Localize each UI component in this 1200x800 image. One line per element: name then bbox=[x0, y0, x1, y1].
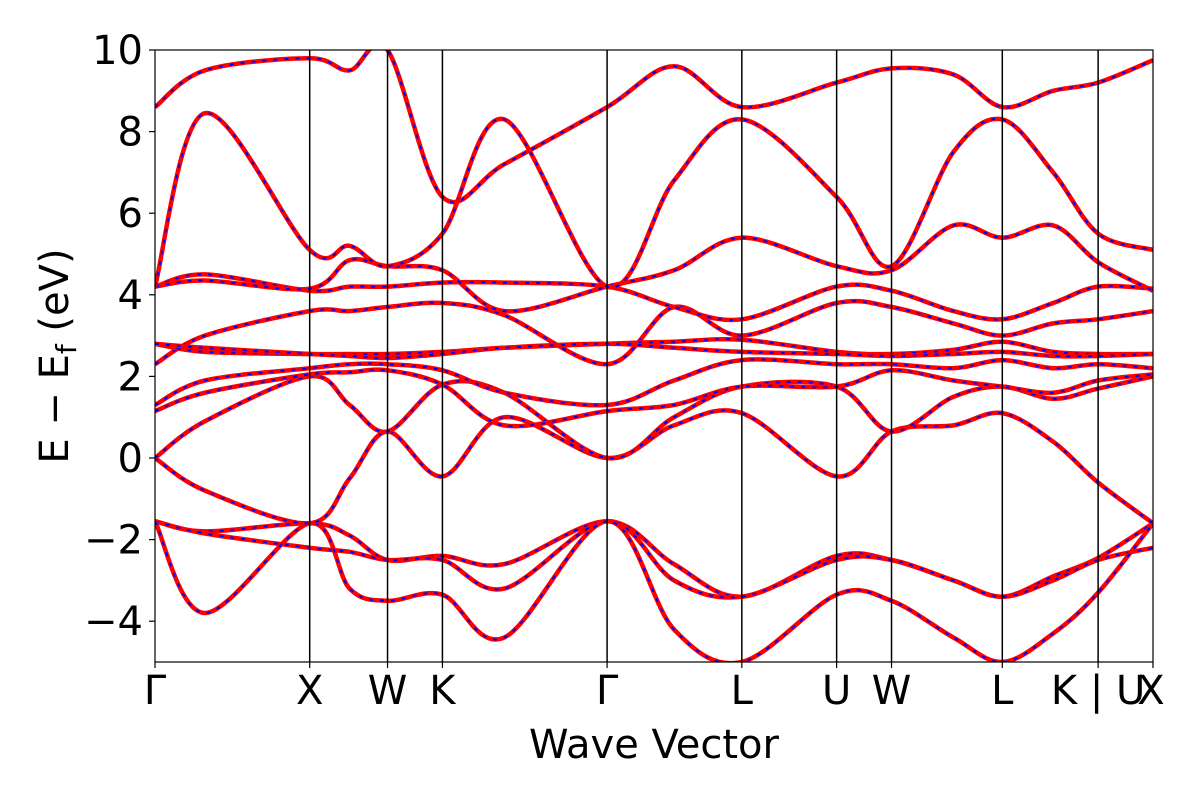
band-line-dashed-13 bbox=[155, 112, 1153, 289]
y-axis-title-unit: (eV) bbox=[32, 248, 78, 344]
x-tick-label-3: W bbox=[368, 668, 408, 714]
band-line-dashed-3 bbox=[155, 520, 1153, 662]
y-axis-ticks: 10 8 6 4 2 0 −2 −4 bbox=[84, 28, 155, 645]
x-tick-label-5: Γ bbox=[596, 668, 619, 714]
y-tick-label-4: 4 bbox=[118, 273, 143, 319]
x-tick-label-2: X bbox=[296, 668, 323, 714]
band-line-dashed-12 bbox=[155, 223, 1153, 313]
band-line-2 bbox=[155, 518, 1153, 600]
x-axis-title: Wave Vector bbox=[529, 722, 780, 768]
y-tick-label-2: 8 bbox=[118, 110, 143, 156]
band-line-10 bbox=[155, 341, 1153, 361]
band-line-11 bbox=[155, 272, 1153, 323]
x-tick-label-8: W bbox=[872, 668, 912, 714]
x-tick-label-1: Γ bbox=[144, 668, 167, 714]
x-tick-label-4: K bbox=[429, 668, 457, 714]
band-line-dashed-7 bbox=[155, 358, 1153, 407]
band-line-dashed-4 bbox=[155, 409, 1153, 525]
band-line-dashed-6 bbox=[155, 368, 1153, 428]
y-tick-label-7: −2 bbox=[84, 518, 143, 564]
plot-frame bbox=[154, 49, 1154, 663]
band-line-14 bbox=[155, 50, 1153, 205]
band-line-dashed-14 bbox=[155, 50, 1153, 204]
y-axis-title-main: E − E bbox=[32, 354, 78, 464]
kpoint-lines bbox=[308, 50, 1099, 662]
x-tick-label-7: U bbox=[822, 668, 851, 714]
x-tick-label-6: L bbox=[731, 668, 754, 714]
band-lines bbox=[155, 50, 1153, 662]
y-tick-label-6: 0 bbox=[118, 436, 143, 482]
y-tick-label-1: 10 bbox=[92, 28, 143, 74]
y-tick-label-3: 6 bbox=[118, 191, 143, 237]
band-line-3 bbox=[155, 518, 1153, 662]
x-tick-label-11: X bbox=[1137, 668, 1164, 714]
band-line-4 bbox=[155, 408, 1153, 526]
y-axis-title: E − Ef (eV) bbox=[32, 248, 83, 463]
x-tick-label-10: K | U bbox=[1051, 668, 1145, 714]
band-line-7 bbox=[155, 357, 1153, 408]
y-axis-title-subscript: f bbox=[50, 343, 83, 354]
x-tick-label-9: L bbox=[991, 668, 1014, 714]
y-tick-label-5: 2 bbox=[118, 354, 143, 400]
band-line-dashed-2 bbox=[155, 520, 1153, 599]
y-tick-label-8: −4 bbox=[84, 599, 143, 645]
band-line-13 bbox=[155, 110, 1153, 290]
